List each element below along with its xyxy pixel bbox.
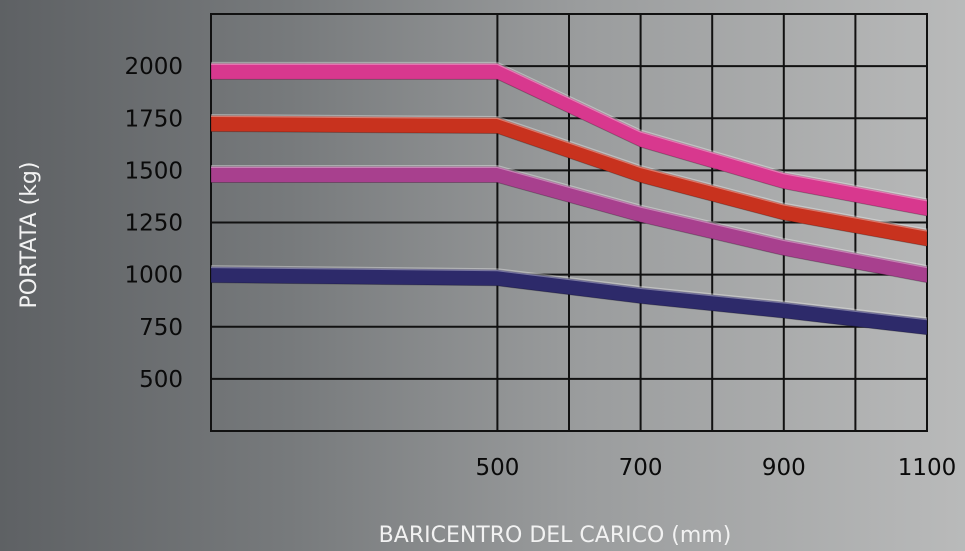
series-band-3 xyxy=(210,166,928,284)
x-tick-label: 700 xyxy=(619,455,663,481)
y-tick-label: 1750 xyxy=(124,106,183,132)
series-band-2 xyxy=(210,114,928,247)
series-band-highlight xyxy=(211,61,928,202)
y-tick-label: 1250 xyxy=(124,211,183,237)
y-tick-label: 750 xyxy=(139,315,183,341)
y-tick-label: 2000 xyxy=(124,54,183,80)
y-axis-label: PORTATA (kg) xyxy=(17,162,42,309)
y-tick-labels: 2000 1750 1500 1250 1000 750 500 xyxy=(124,54,183,393)
series-band-highlight xyxy=(211,165,928,269)
y-tick-label: 1500 xyxy=(124,158,183,184)
x-axis-label: BARICENTRO DEL CARICO (mm) xyxy=(379,523,732,548)
y-tick-label: 1000 xyxy=(124,263,183,289)
series-band-highlight xyxy=(210,265,928,321)
series-band-highlight xyxy=(210,113,928,232)
x-tick-label: 900 xyxy=(762,455,806,481)
y-tick-label: 500 xyxy=(139,367,183,393)
series-band-4 xyxy=(210,266,928,336)
x-tick-label: 1100 xyxy=(898,455,957,481)
series-layer xyxy=(210,61,928,336)
series-band-1 xyxy=(210,62,928,217)
x-tick-label: 500 xyxy=(475,455,519,481)
x-tick-labels: 500 700 900 1100 xyxy=(475,455,956,481)
